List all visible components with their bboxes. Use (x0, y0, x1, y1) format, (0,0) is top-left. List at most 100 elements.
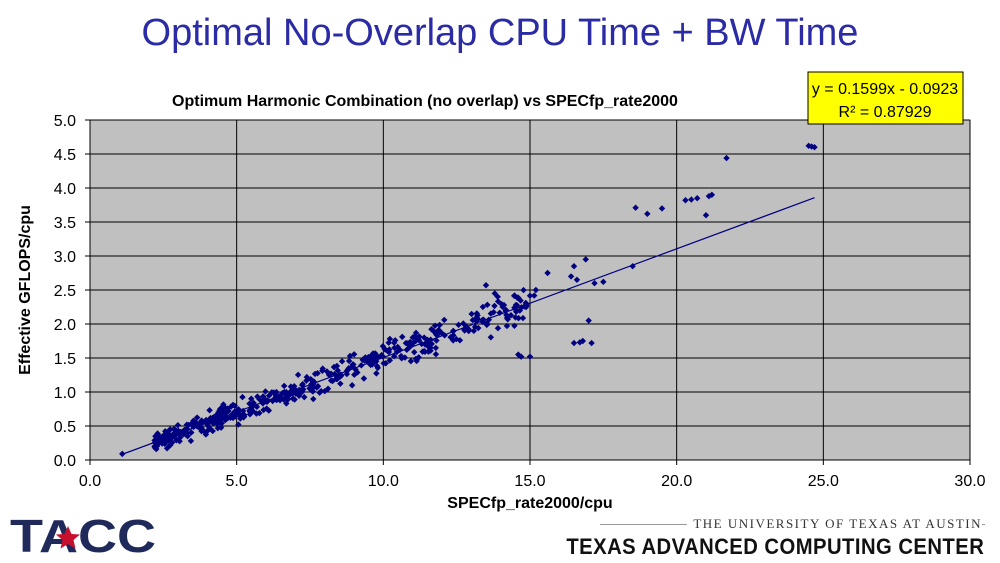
university-name: THE UNIVERSITY OF TEXAS AT AUSTIN (687, 516, 982, 532)
data-point (632, 204, 639, 211)
data-point (588, 339, 595, 347)
data-point (348, 382, 356, 389)
data-point (449, 337, 457, 344)
tacc-logo: TACC (10, 512, 156, 558)
y-tick-label: 4.0 (54, 181, 76, 198)
data-point (391, 337, 399, 344)
data-point (644, 210, 651, 218)
data-point (694, 195, 701, 202)
y-tick-label: 0.5 (54, 419, 76, 436)
data-point (494, 325, 502, 332)
data-point (220, 401, 227, 408)
data-point (160, 432, 167, 439)
data-point (362, 354, 369, 361)
data-point (385, 339, 392, 346)
data-point (420, 347, 428, 355)
data-point (385, 348, 393, 356)
data-point (176, 434, 184, 441)
x-tick-label: 15.0 (514, 473, 545, 490)
data-point (337, 380, 344, 387)
grid-lines (89, 119, 971, 461)
x-tick-label: 30.0 (954, 473, 985, 490)
data-point (460, 320, 467, 327)
center-name: TEXAS ADVANCED COMPUTING CENTER (566, 534, 984, 559)
data-point (518, 353, 525, 360)
y-tick-label: 3.0 (54, 249, 76, 266)
data-point (319, 365, 326, 372)
data-point (567, 273, 575, 280)
y-tick-label: 1.5 (54, 351, 76, 368)
data-point (411, 348, 418, 356)
data-point (265, 392, 273, 399)
data-point (189, 420, 197, 428)
data-point (373, 370, 380, 377)
data-point (526, 292, 534, 299)
data-point (254, 393, 261, 400)
data-point (379, 343, 387, 350)
data-point (406, 338, 414, 346)
data-point (723, 154, 730, 162)
data-point (187, 437, 195, 445)
data-point (708, 191, 716, 198)
data-point (432, 350, 440, 358)
data-point (531, 292, 538, 299)
trend-equation: y = 0.1599x - 0.0923 (812, 81, 958, 98)
data-point (280, 382, 288, 390)
data-point (428, 326, 435, 333)
data-point (164, 430, 171, 437)
data-point (303, 373, 310, 381)
data-point (338, 358, 346, 365)
data-point (299, 380, 306, 388)
data-point (246, 411, 254, 418)
y-tick-label: 2.0 (54, 317, 76, 334)
data-point (200, 427, 208, 435)
data-point (420, 334, 428, 341)
data-point (517, 297, 524, 304)
data-point (573, 276, 581, 283)
data-point (576, 339, 584, 346)
data-point (412, 329, 420, 337)
data-point (373, 362, 381, 370)
data-point (412, 337, 419, 345)
data-point (246, 400, 253, 407)
data-point (591, 280, 598, 287)
y-tick-label: 2.5 (54, 283, 76, 300)
data-point (475, 324, 482, 332)
scatter-chart: Optimum Harmonic Combination (no overlap… (17, 71, 986, 512)
data-point (487, 334, 495, 341)
data-point (582, 256, 589, 263)
y-tick-label: 1.0 (54, 385, 76, 402)
data-point (500, 301, 508, 309)
trend-line (122, 197, 815, 455)
data-point (511, 322, 518, 330)
data-point (407, 357, 415, 365)
data-point (600, 278, 607, 286)
data-point (510, 292, 518, 299)
data-point (494, 298, 502, 305)
data-point (235, 421, 242, 428)
data-point (658, 205, 666, 212)
data-point (416, 333, 423, 340)
data-point (204, 422, 211, 429)
data-point (330, 363, 338, 371)
y-tick-label: 5.0 (54, 113, 76, 130)
data-point (532, 286, 540, 294)
data-point (346, 352, 354, 360)
data-point (432, 344, 439, 352)
data-point (380, 360, 387, 367)
data-point (229, 414, 237, 422)
data-point (435, 329, 442, 337)
data-point (188, 429, 195, 436)
data-point (504, 312, 511, 320)
data-point (474, 312, 481, 319)
data-point (682, 197, 689, 204)
data-point (805, 142, 812, 150)
data-point (193, 419, 200, 427)
data-point (327, 370, 335, 377)
x-tick-label: 0.0 (79, 473, 101, 490)
data-point (235, 406, 242, 413)
data-point (515, 351, 522, 358)
data-point (688, 196, 695, 203)
data-point (301, 393, 308, 401)
data-point (409, 334, 416, 341)
